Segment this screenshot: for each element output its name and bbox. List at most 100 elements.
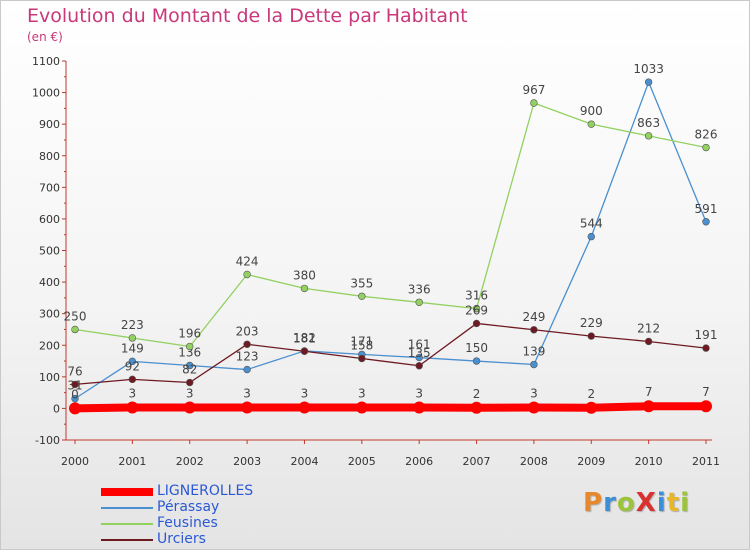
y-tick-label: 0 (53, 402, 60, 415)
series-line-lignerolles (71, 402, 710, 413)
data-point-lignerolles (700, 400, 712, 413)
x-tick-label: 2009 (577, 455, 605, 468)
data-point-feusines (300, 284, 309, 293)
data-label-urciers: 203 (236, 324, 259, 338)
proxiti-logo: ProXiti (583, 488, 691, 518)
data-label-feusines: 316 (465, 289, 488, 303)
data-point-feusines (702, 143, 710, 152)
legend-item-perassay: Pérassay (101, 499, 321, 516)
data-label-perassay: 1033 (633, 62, 664, 76)
y-tick-label: 500 (39, 245, 60, 258)
data-point-urciers (644, 337, 653, 346)
data-label-feusines: 336 (408, 282, 431, 296)
series-urciers: 76 92 82 203 181 158 135 269 249 229 212 191 (67, 303, 717, 389)
data-label-feusines: 223 (121, 318, 144, 332)
legend-swatch-perassay (101, 507, 153, 509)
legend-label-perassay: Pérassay (157, 499, 220, 515)
x-tick-label: 2004 (290, 455, 318, 468)
series-line-perassay (74, 81, 707, 400)
data-label-feusines: 863 (637, 116, 660, 130)
y-tick-label: 900 (39, 118, 60, 131)
data-point-urciers (300, 347, 309, 355)
y-tick-label: 100 (39, 371, 60, 384)
series-perassay: 311491361231821711611501395441033591 (67, 62, 717, 403)
data-point-feusines (472, 304, 481, 313)
data-label-feusines: 967 (522, 83, 545, 97)
data-point-lignerolles (241, 401, 254, 414)
legend-item-lignerolles: LIGNEROLLES (101, 483, 321, 500)
data-label-feusines: 424 (236, 255, 259, 269)
legend-swatch-feusines (101, 523, 153, 525)
data-label-urciers: 158 (350, 339, 373, 353)
data-point-lignerolles (470, 401, 483, 414)
legend: LIGNEROLLES Pérassay Feusines Urciers (101, 483, 321, 548)
data-label-lignerolles: 2 (587, 387, 595, 401)
data-point-perassay (128, 357, 137, 366)
data-label-lignerolles: 0 (71, 387, 79, 401)
data-label-feusines: 196 (178, 327, 201, 341)
x-tick-label: 2003 (233, 455, 261, 468)
data-point-urciers (587, 332, 595, 340)
data-label-lignerolles: 3 (415, 386, 423, 400)
data-point-urciers (186, 378, 194, 387)
legend-label-feusines: Feusines (157, 515, 218, 531)
x-tick-label: 2010 (635, 455, 663, 468)
legend-label-urciers: Urciers (157, 531, 206, 547)
y-tick-label: 400 (39, 276, 60, 289)
data-label-perassay: 150 (465, 341, 488, 355)
data-point-feusines (243, 270, 251, 279)
unit-label: (en €) (27, 30, 63, 44)
legend-label-lignerolles: LIGNEROLLES (157, 483, 254, 499)
data-point-perassay (644, 78, 653, 86)
y-tick-label: 1100 (32, 55, 60, 68)
data-point-feusines (415, 298, 423, 306)
data-label-urciers: 76 (67, 364, 82, 378)
data-label-lignerolles: 3 (243, 386, 251, 400)
data-label-feusines: 250 (64, 309, 87, 323)
data-point-perassay (186, 361, 194, 370)
legend-item-urciers: Urciers (101, 531, 321, 548)
data-label-perassay: 171 (350, 334, 373, 348)
data-point-urciers (530, 326, 538, 334)
data-point-urciers (243, 340, 251, 349)
data-label-lignerolles: 7 (702, 385, 710, 399)
data-label-lignerolles: 7 (645, 385, 653, 399)
data-label-perassay: 161 (408, 338, 431, 352)
data-label-lignerolles: 3 (301, 386, 309, 400)
data-point-urciers (702, 344, 710, 352)
y-tick-label: 700 (39, 181, 60, 194)
data-label-urciers: 212 (637, 321, 660, 335)
chart-title: Evolution du Montant de la Dette par Hab… (27, 5, 468, 27)
data-label-feusines: 826 (695, 128, 718, 142)
data-label-urciers: 269 (465, 303, 488, 317)
data-label-lignerolles: 3 (129, 386, 137, 400)
data-label-perassay: 139 (522, 345, 545, 359)
data-label-lignerolles: 3 (530, 386, 538, 400)
data-label-urciers: 82 (182, 363, 197, 377)
data-label-lignerolles: 3 (358, 386, 366, 400)
series-lignerolles: 0 3 3 3 3 3 3 2 3 2 7 7 (69, 385, 712, 415)
data-label-perassay: 544 (580, 217, 603, 231)
data-point-lignerolles (126, 401, 139, 414)
data-point-lignerolles (585, 401, 598, 414)
x-tick-label: 2005 (348, 455, 376, 468)
data-point-perassay (702, 218, 710, 226)
data-point-perassay (71, 394, 79, 403)
data-label-lignerolles: 3 (186, 386, 194, 400)
y-tick-label: 1000 (32, 87, 60, 100)
data-label-perassay: 123 (236, 350, 259, 364)
data-label-urciers: 229 (580, 316, 603, 330)
data-point-urciers (71, 380, 79, 389)
data-point-urciers (358, 354, 366, 363)
data-point-feusines (71, 325, 79, 334)
data-point-feusines (358, 292, 366, 300)
x-tick-label: 2007 (463, 455, 491, 468)
data-point-feusines (186, 342, 194, 351)
data-point-urciers (415, 362, 423, 370)
legend-item-feusines: Feusines (101, 515, 321, 532)
x-tick-label: 2001 (118, 455, 146, 468)
x-tick-label: 2011 (692, 455, 720, 468)
data-point-perassay (415, 353, 423, 362)
